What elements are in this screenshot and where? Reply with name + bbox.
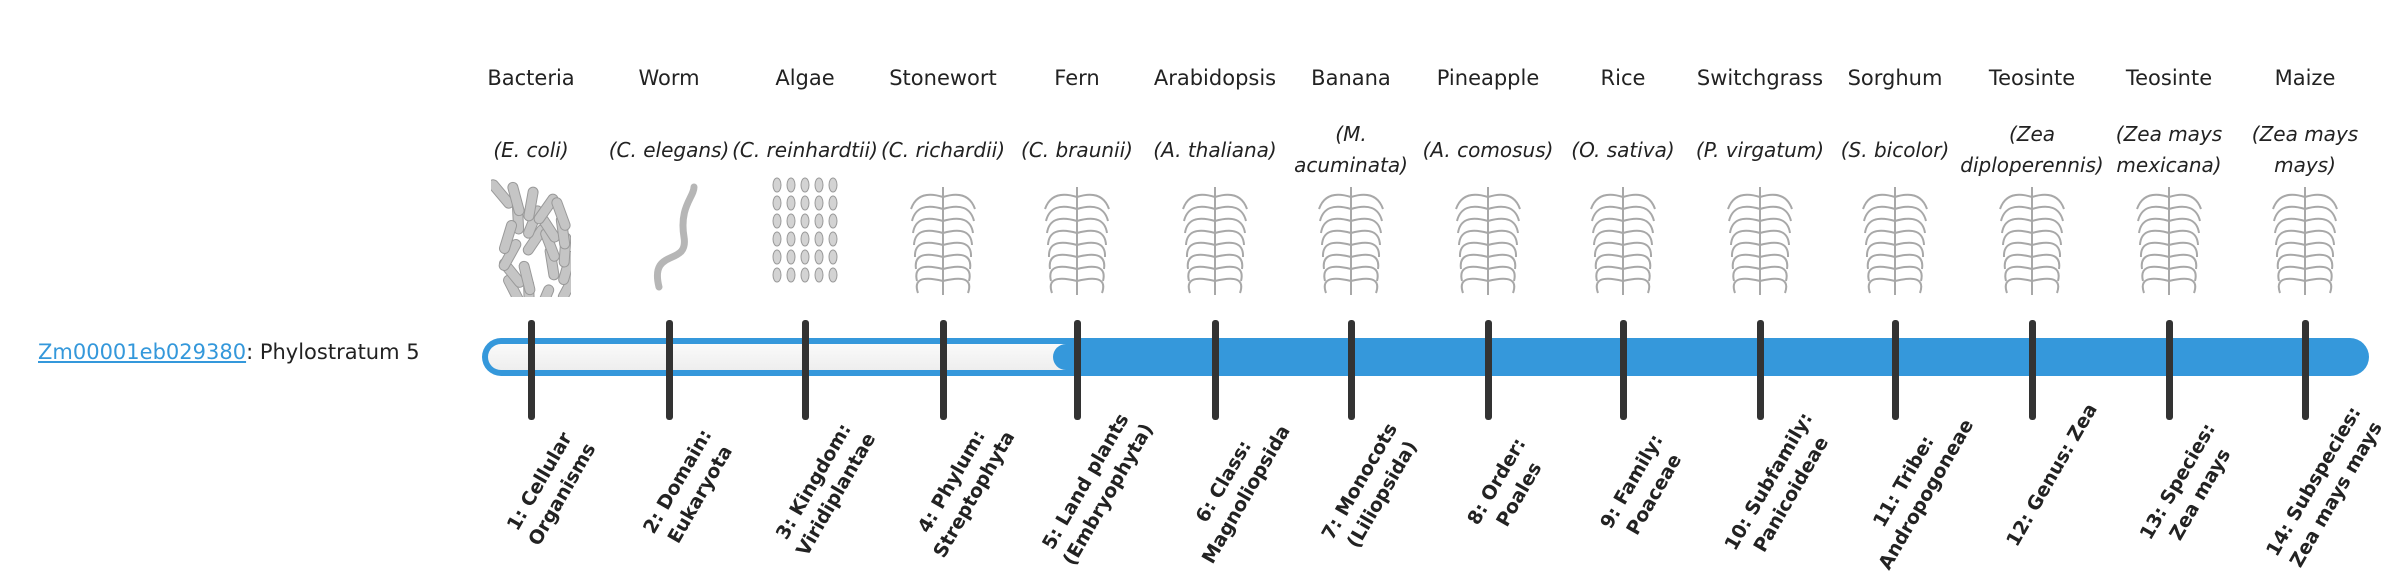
gene-label: Zm00001eb029380: Phylostratum 5	[38, 340, 420, 364]
organism-name: Sorghum	[1847, 66, 1943, 90]
teosinte-illustration	[1957, 177, 2107, 297]
stratum-tick	[2166, 320, 2173, 420]
scientific-name-text: (C. reinhardtii)	[732, 137, 878, 162]
organism-scientific-name: (C. reinhardtii)	[730, 118, 880, 182]
stratum-label: 13: Species: Zea mays	[2135, 419, 2236, 545]
stratum-tick	[2029, 320, 2036, 420]
organism-scientific-name: (A. comosus)	[1413, 118, 1563, 182]
scientific-name-text: (P. virgatum)	[1695, 137, 1825, 162]
organism-scientific-name: (M. acuminata)	[1276, 118, 1426, 182]
organism-name: Banana	[1311, 66, 1391, 90]
organism-scientific-name: (Zea mays mays)	[2230, 118, 2380, 182]
algae-illustration	[730, 177, 880, 297]
phylostratum-text: : Phylostratum 5	[246, 340, 420, 364]
pineapple-illustration	[1413, 177, 1563, 297]
organism-scientific-name: (C. braunii)	[1002, 118, 1152, 182]
stratum-tick	[2302, 320, 2309, 420]
stratum-label: 8: Order: Poales	[1463, 434, 1547, 531]
stratum-tick	[1485, 320, 1492, 420]
scientific-name-text: (M. acuminata)	[1294, 122, 1408, 177]
stratum-label: 7: Monocots (Liliopsida)	[1317, 419, 1422, 552]
stratum-label: 14: Subspecies: Zea mays mays	[2262, 402, 2387, 572]
organism-name: Teosinte	[1988, 66, 2076, 90]
fern-illustration	[1002, 177, 1152, 297]
maize-illustration	[2230, 177, 2380, 297]
stratum-tick	[1757, 320, 1764, 420]
organism-name: Fern	[1054, 66, 1100, 90]
organism-scientific-name: (E. coli)	[456, 118, 606, 182]
stratum-label: 4: Phylum: Streptophyta	[913, 426, 1020, 562]
organism-scientific-name: (Zea diploperennis)	[1957, 118, 2107, 182]
organism-scientific-name: (S. bicolor)	[1820, 118, 1970, 182]
sorghum-illustration	[1820, 177, 1970, 297]
organism-scientific-name: (A. thaliana)	[1140, 118, 1290, 182]
stratum-label: 6: Class: Magnoliopsida	[1191, 421, 1295, 568]
stratum-label: 5: Land plants (Embryophyta)	[1037, 409, 1158, 570]
organism-scientific-name: (P. virgatum)	[1685, 118, 1835, 182]
worm-illustration	[594, 177, 744, 297]
stratum-label: 10: Subfamily: Panicoideae	[1720, 408, 1834, 556]
scientific-name-text: (S. bicolor)	[1840, 137, 1950, 162]
stratum-tick	[1348, 320, 1355, 420]
stratum-tick	[1212, 320, 1219, 420]
stratum-label: 3: Kingdom: Viridiplantae	[771, 419, 881, 560]
organism-scientific-name: (C. richardii)	[868, 118, 1018, 182]
bacteria-illustration	[456, 177, 606, 318]
organism-name: Bacteria	[487, 66, 575, 90]
organism-name: Worm	[638, 66, 700, 90]
stonewort-illustration	[868, 177, 1018, 297]
organism-name: Teosinte	[2125, 66, 2213, 90]
stratum-label: 12: Genus: Zea	[2002, 399, 2102, 551]
scientific-name-text: (C. elegans)	[608, 137, 730, 162]
scientific-name-text: (C. richardii)	[880, 137, 1006, 162]
bar-unfilled-section	[488, 344, 1079, 370]
organism-scientific-name: (Zea mays mexicana)	[2094, 118, 2244, 182]
scientific-name-text: (E. coli)	[493, 137, 569, 162]
stratum-label: 11: Tribe: Andropogoneae	[1868, 415, 1979, 574]
stratum-tick	[1074, 320, 1081, 420]
phylostratum-bar	[482, 338, 2369, 376]
organism-name: Maize	[2274, 66, 2336, 90]
organism-name: Arabidopsis	[1153, 66, 1277, 90]
stratum-tick	[802, 320, 809, 420]
organism-name: Algae	[775, 66, 835, 90]
organism-name: Switchgrass	[1696, 66, 1824, 90]
gene-link[interactable]: Zm00001eb029380	[38, 340, 247, 364]
scientific-name-text: (A. thaliana)	[1153, 137, 1277, 162]
stratum-label: 2: Domain: Eukaryota	[639, 425, 737, 548]
organism-name: Stonewort	[889, 66, 997, 90]
stratum-tick	[1892, 320, 1899, 420]
scientific-name-text: (Zea mays mexicana)	[2115, 122, 2223, 177]
teosinte-illustration	[2094, 177, 2244, 297]
rice-illustration	[1548, 177, 1698, 297]
scientific-name-text: (O. sativa)	[1571, 137, 1675, 162]
stratum-label: 9: Family: Poaceae	[1595, 430, 1687, 539]
banana-illustration	[1276, 177, 1426, 297]
scientific-name-text: (A. comosus)	[1422, 137, 1554, 162]
stratum-tick	[940, 320, 947, 420]
organism-scientific-name: (C. elegans)	[594, 118, 744, 182]
organism-name: Rice	[1600, 66, 1646, 90]
organism-name: Pineapple	[1436, 66, 1540, 90]
scientific-name-text: (Zea mays mays)	[2251, 122, 2359, 177]
scientific-name-text: (Zea diploperennis)	[1960, 122, 2104, 177]
scientific-name-text: (C. braunii)	[1021, 137, 1133, 162]
organism-scientific-name: (O. sativa)	[1548, 118, 1698, 182]
stratum-tick	[666, 320, 673, 420]
stratum-tick	[1620, 320, 1627, 420]
arabidopsis-illustration	[1140, 177, 1290, 297]
switchgrass-illustration	[1685, 177, 1835, 297]
stratum-label: 1: Cellular Organisms	[502, 428, 601, 550]
stratum-tick	[528, 320, 535, 420]
